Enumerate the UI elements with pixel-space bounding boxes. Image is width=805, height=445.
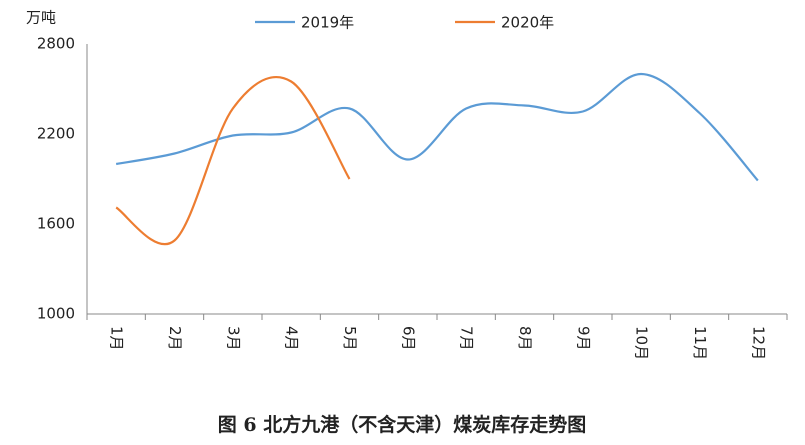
x-tick-label: 9月 [574, 326, 592, 351]
y-axis-label: 万吨 [26, 9, 56, 27]
y-tick-label: 1600 [37, 215, 75, 233]
x-tick-label: 12月 [749, 326, 767, 360]
x-tick-label: 3月 [224, 326, 242, 351]
series-line [115, 72, 759, 182]
x-tick-label: 2月 [166, 326, 184, 351]
x-tick-label: 5月 [341, 326, 359, 351]
y-tick-label: 1000 [37, 305, 75, 323]
x-tick-label: 6月 [399, 326, 417, 351]
x-tick-label: 11月 [691, 326, 709, 360]
legend-label: 2020年 [501, 14, 554, 32]
x-tick-label: 1月 [108, 326, 126, 351]
legend-label: 2019年 [301, 14, 354, 32]
y-tick-label: 2800 [37, 35, 75, 53]
y-tick-label: 2200 [37, 125, 75, 143]
chart-title: 图 6 北方九港（不含天津）煤炭库存走势图 [218, 413, 586, 436]
x-tick-label: 4月 [283, 326, 301, 351]
series-line [115, 76, 351, 246]
x-tick-label: 8月 [516, 326, 534, 351]
x-tick-label: 7月 [458, 326, 476, 351]
x-tick-label: 10月 [633, 326, 651, 360]
